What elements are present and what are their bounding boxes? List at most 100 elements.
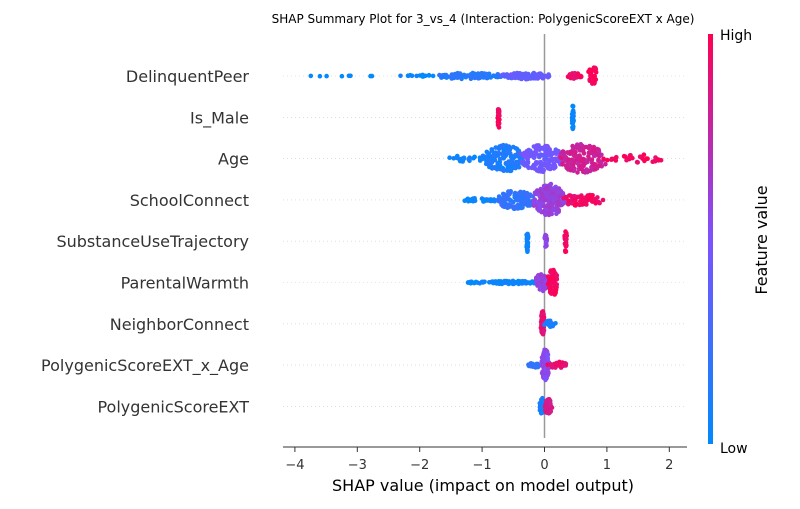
shap-point [572,194,577,199]
shap-point [491,197,497,202]
shap-point [600,197,606,203]
feature-label: Is_Male [190,108,249,128]
shap-point [540,169,546,175]
shap-point [568,167,574,173]
shap-point [510,74,516,79]
shap-point [571,113,576,119]
shap-point [564,243,569,248]
shap-point [500,155,506,161]
shap-point [468,198,474,203]
shap-point [566,198,571,203]
shap-point [575,170,580,175]
shap-point [525,244,531,249]
shap-point [596,149,601,154]
shap-point [369,73,375,79]
shap-point [423,73,428,79]
shap-point [593,65,598,71]
shap-point [627,155,633,160]
shap-point [454,155,459,160]
shap-point [511,155,517,160]
shap-point [537,204,543,210]
shap-point [533,147,539,152]
x-tick-label: 2 [665,458,673,473]
colorbar-high-label: High [720,28,752,44]
shap-point [590,197,596,203]
shap-point [548,409,553,414]
shap-point [641,152,647,157]
shap-point [426,73,432,78]
shap-point [510,159,515,165]
shap-point [595,195,600,200]
shap-point [507,280,513,286]
shap-point [515,75,520,80]
shap-point [468,281,474,286]
shap-point [549,211,554,217]
shap-point [622,154,628,159]
x-tick-label: −3 [348,458,367,473]
shap-point [560,162,565,167]
chart-title: SHAP Summary Plot for 3_vs_4 (Interactio… [272,12,695,26]
x-tick-label: 0 [540,458,548,473]
shap-point [598,160,604,165]
shap-point [339,73,345,79]
shap-point [492,150,498,156]
shap-point [488,75,494,80]
shap-point [472,154,477,160]
shap-point [447,155,452,160]
shap-point [556,202,561,208]
colorbar-low-label: Low [720,441,748,457]
shap-point [571,124,576,129]
shap-point [539,191,545,197]
colorbar-title: Feature value [752,185,771,294]
shap-point [553,321,558,326]
shap-point [497,113,502,119]
shap-point [502,280,507,286]
shap-point [525,159,531,165]
feature-row-points [537,395,555,416]
shap-point [458,75,464,80]
shap-point [554,284,559,290]
shap-point [475,72,480,77]
shap-point [448,73,454,79]
feature-row-points [524,229,569,255]
shap-point [549,156,555,161]
shap-point [513,146,518,151]
shap-point [578,142,584,147]
shap-point [551,198,556,203]
x-tick-label: −4 [285,458,304,473]
shap-point [575,161,581,166]
shap-point [571,118,576,123]
feature-row-points [308,65,599,86]
shap-point [578,73,584,79]
shap-point [525,240,531,246]
shap-point [564,237,569,242]
shap-point [346,73,352,79]
shap-point [544,243,549,248]
shap-point [525,163,530,169]
shap-point [541,328,546,334]
shap-point [519,76,524,82]
shap-point [605,157,610,163]
shap-point [637,154,643,159]
shap-point [591,161,597,167]
shap-point [513,160,519,166]
shap-point [467,155,472,160]
feature-row-points [538,309,558,337]
shap-point [505,193,510,198]
shap-point [496,121,502,126]
shap-point [537,164,543,170]
shap-point [442,72,447,78]
feature-row-points [526,347,569,383]
shap-point [549,203,555,208]
shap-point [540,75,545,81]
shap-point [579,147,585,153]
shap-point [526,72,531,78]
x-axis-ticks: −4 −3 −2 −1 0 1 2 [285,447,673,473]
shap-point [546,74,552,79]
shap-points [308,65,664,416]
shap-point [587,168,593,174]
shap-point [593,69,599,75]
feature-labels: DelinquentPeer Is_Male Age SchoolConnect Sub… [41,67,249,416]
shap-point [405,73,411,78]
shap-point [524,149,529,155]
